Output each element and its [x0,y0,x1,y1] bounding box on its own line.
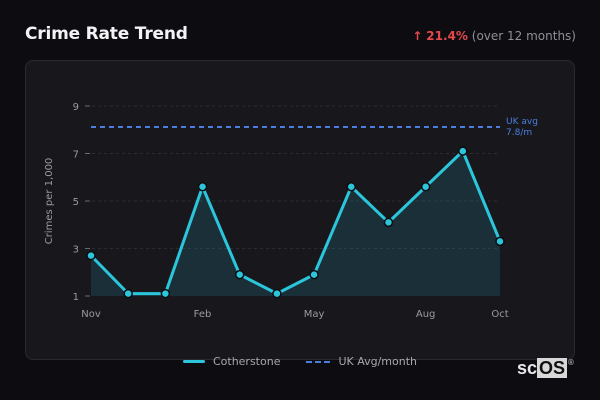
x-tick-label: Feb [194,309,212,320]
data-point[interactable] [420,182,431,192]
logo-boxed: OS [537,358,568,378]
change-period: (over 12 months) [471,29,576,43]
legend-label: Cotherstone [212,355,281,368]
trend-change: ↑ 21.4% (over 12 months) [412,29,576,43]
chart-card [25,60,575,360]
data-point[interactable] [197,182,208,192]
data-points [86,146,505,299]
logo-prefix: sc [517,358,538,378]
y-axis: 1 3 5 7 9 [73,102,90,303]
trend-up-arrow-icon: ↑ [412,29,423,43]
change-value: 21.4% [426,29,468,43]
series-area [91,151,500,296]
data-point[interactable] [272,288,282,299]
x-tick-label: Nov [81,309,101,320]
legend-item-uk-avg[interactable]: UK Avg/month [306,355,417,368]
solid-line-swatch-icon [182,360,205,363]
y-tick-label: 7 [73,150,79,161]
x-tick-label: Aug [416,309,436,320]
data-point[interactable] [160,288,171,299]
y-tick-label: 5 [73,197,79,208]
grid-lines [92,105,500,249]
series-line [89,149,502,296]
y-tick-label: 3 [73,245,79,256]
data-point[interactable] [346,182,357,192]
data-point[interactable] [86,250,96,261]
data-point[interactable] [383,217,394,228]
x-tick-label: Oct [491,309,508,320]
y-tick-label: 9 [73,102,79,113]
data-point[interactable] [123,288,133,299]
uk-avg-label: UK avg [506,117,538,127]
data-point[interactable] [309,269,319,280]
registered-mark-icon: ® [568,358,574,367]
y-tick-label: 1 [73,292,79,303]
data-point[interactable] [234,269,245,280]
uk-avg-value: 7.8/m [506,128,532,138]
legend-label: UK Avg/month [338,355,418,368]
page-title: Crime Rate Trend [25,24,188,44]
dashed-line-swatch-icon [306,360,331,363]
legend: Cotherstone UK Avg/month [0,355,600,368]
y-axis-label: Crimes per 1,000 [44,158,55,245]
x-tick-label: May [304,309,325,320]
data-point[interactable] [458,146,468,156]
legend-item-cotherstone[interactable]: Cotherstone [182,355,281,368]
scos-logo: sc OS ® [517,358,574,379]
data-point[interactable] [495,236,505,247]
x-axis: Nov Feb May Aug Oct [81,309,508,320]
